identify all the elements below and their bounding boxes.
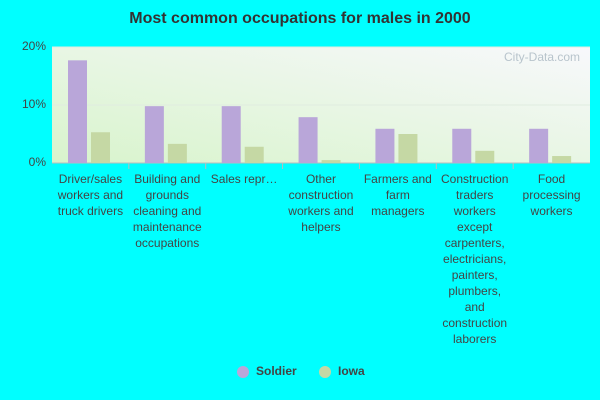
bar [475,150,495,163]
bar [375,128,395,163]
watermark: City-Data.com [504,50,580,64]
bar [321,160,341,163]
bar [398,134,418,163]
y-tick-label: 10% [22,97,46,111]
bar [68,60,87,164]
bar [529,128,549,163]
y-tick-label: 20% [22,39,46,53]
bar [221,106,241,163]
legend-label: Soldier [256,364,297,378]
x-tick-label: Driver/sales workers and truck drivers [57,172,124,218]
x-tick-label: Construction traders workers except carp… [441,172,509,346]
chart-title: Most common occupations for males in 200… [129,10,471,27]
x-tick-label: Farmers and farm managers [363,172,432,218]
x-tick-label: Food processing workers [522,172,581,218]
bar [244,146,264,163]
x-tick-label: Other construction workers and helpers [288,172,354,234]
bar [91,132,110,163]
legend-swatch [237,366,249,378]
y-tick-label: 0% [29,155,47,169]
x-tick-label: Building and grounds cleaning and mainte… [132,172,202,250]
legend-swatch [319,366,331,378]
x-tick-label: Sales repr… [210,172,278,186]
bar [298,117,318,163]
bar [552,156,572,163]
legend-label: Iowa [338,364,365,378]
bar [167,143,187,163]
bar [452,128,472,163]
bar [144,106,164,163]
